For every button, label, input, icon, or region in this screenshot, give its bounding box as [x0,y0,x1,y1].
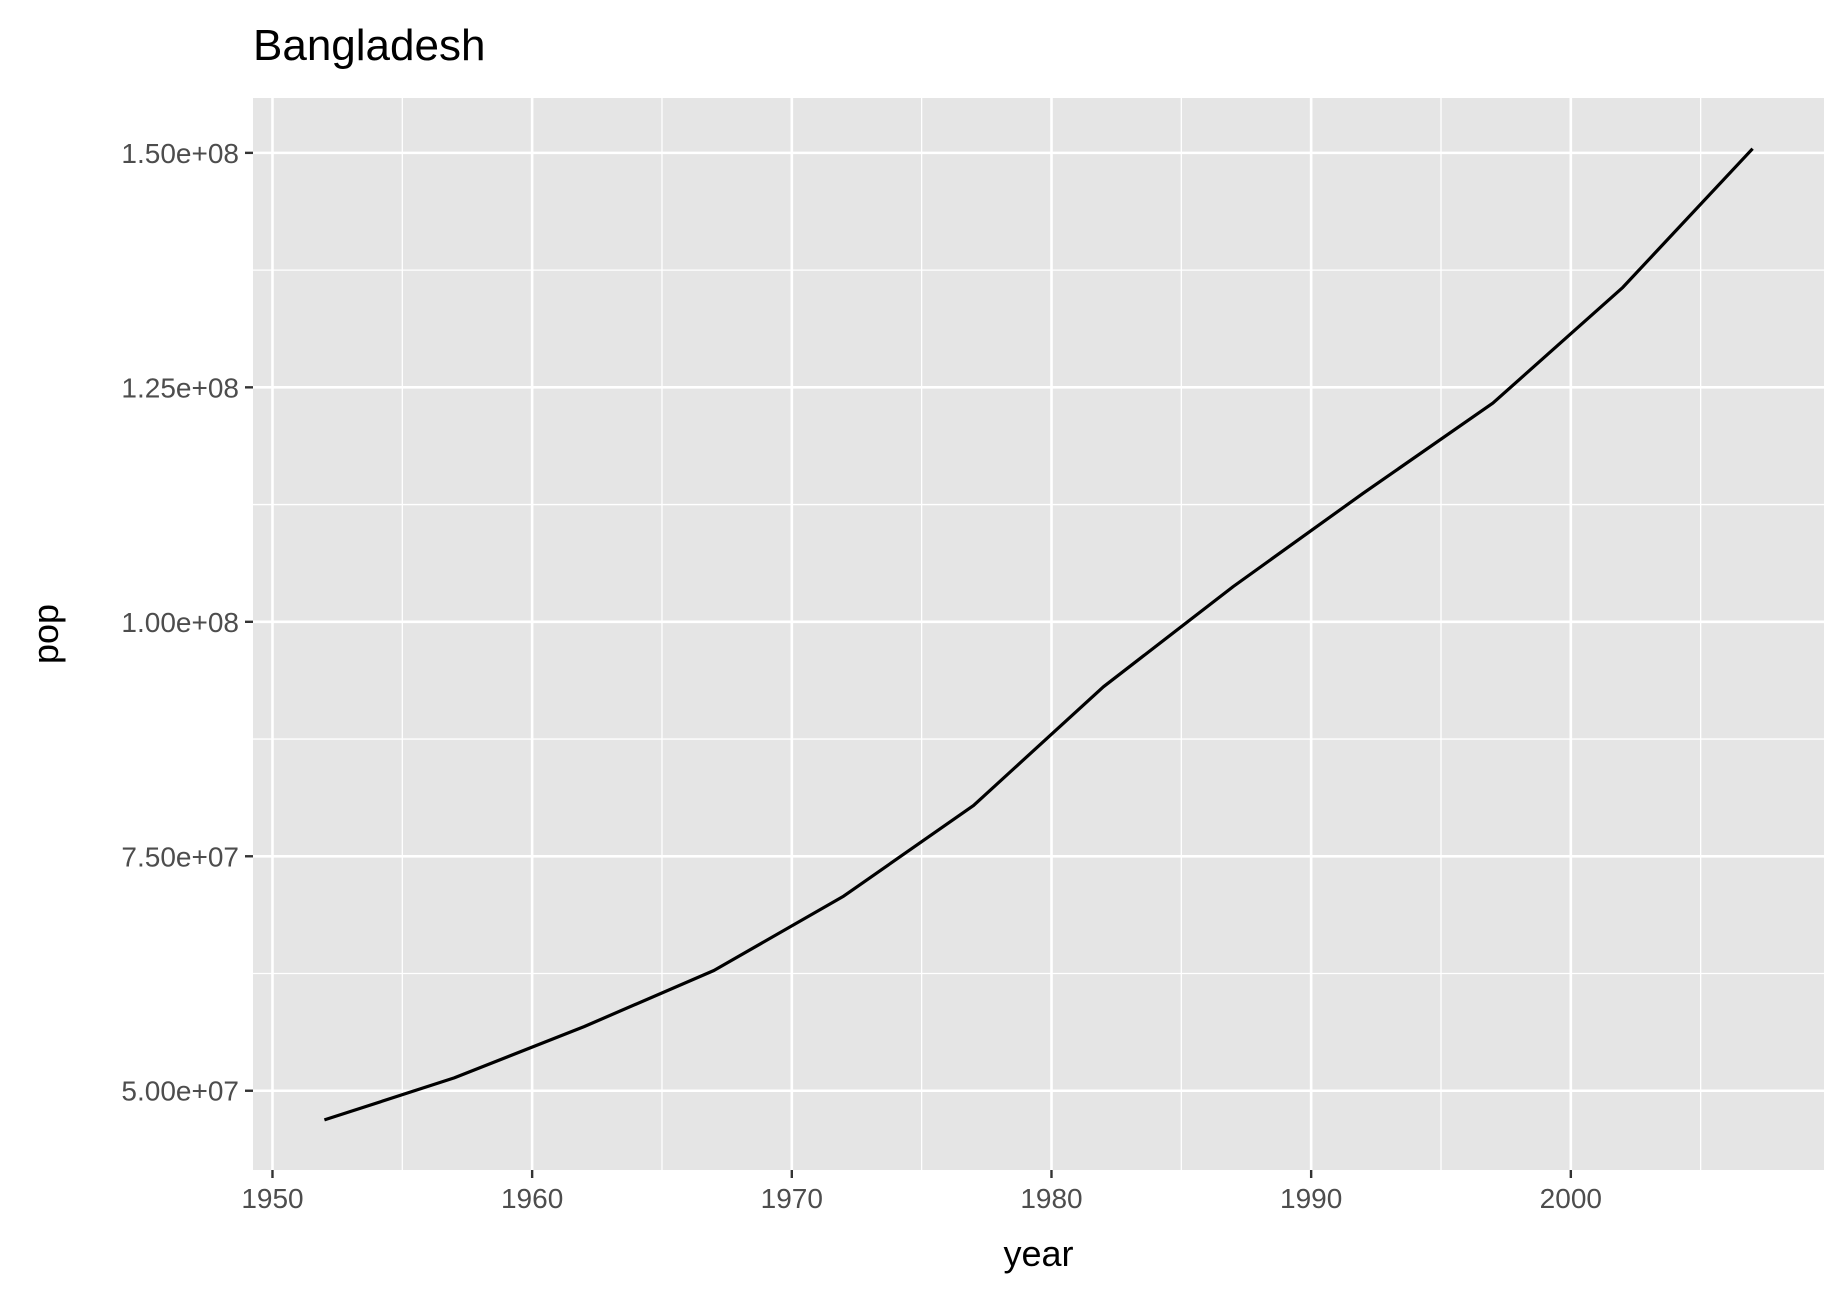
y-axis: 5.00e+07 7.50e+07 1.00e+08 1.25e+08 1.50e+08 [121,138,253,1107]
x-axis-title: year [1003,1233,1073,1274]
y-tick-label: 1.00e+08 [121,607,239,638]
y-tick-label: 7.50e+07 [121,841,239,872]
x-tick-label: 2000 [1540,1183,1602,1214]
x-tick-label: 1950 [241,1183,303,1214]
y-axis-title: pop [25,604,66,664]
y-tick-label: 1.25e+08 [121,372,239,403]
x-tick-label: 1990 [1280,1183,1342,1214]
series-line [323,147,1754,1122]
major-gridlines [253,98,1824,1170]
x-tick-label: 1980 [1020,1183,1082,1214]
y-tick-label: 1.50e+08 [121,138,239,169]
x-tick-label: 1970 [761,1183,823,1214]
plot-panel [253,98,1824,1170]
chart-title: Bangladesh [253,21,485,70]
series-layer [323,147,1754,1122]
x-tick-label: 1960 [501,1183,563,1214]
x-axis: 1950 1960 1970 1980 1990 2000 [241,1170,1602,1214]
minor-gridlines [253,98,1824,1170]
y-tick-label: 5.00e+07 [121,1076,239,1107]
